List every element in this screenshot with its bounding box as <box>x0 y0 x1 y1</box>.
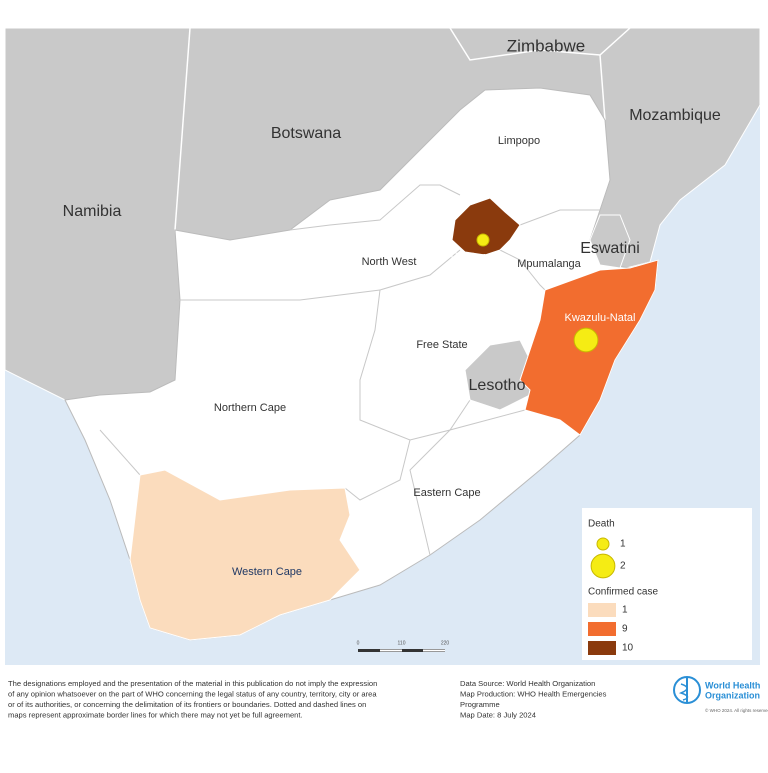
country-shape <box>589 214 631 269</box>
disclaimer-line: maps represent approximate border lines … <box>8 711 303 720</box>
legend-swatch <box>588 641 616 655</box>
province-label: Northern Cape <box>214 402 286 414</box>
country-label: Mozambique <box>629 107 721 124</box>
legend-label: 2 <box>620 561 626 572</box>
province-label: North West <box>362 256 417 268</box>
province-label: Eastern Cape <box>413 487 480 499</box>
legend-label: 1 <box>620 539 626 550</box>
legend-death <box>590 553 616 579</box>
scale-label: 220 <box>441 640 450 646</box>
logo-text: Organization <box>705 690 760 700</box>
logo-text: World Health <box>705 680 760 690</box>
source-line: Map Production: WHO Health Emergencies <box>460 690 607 699</box>
labels: Zimbabwe Botswana Mozambique Namibia Eswatin… <box>63 36 721 577</box>
disclaimer-line: of any opinion whatsoever on the part of… <box>8 690 377 699</box>
source-line: Map Date: 8 July 2024 <box>460 711 536 720</box>
legend-box <box>582 508 752 660</box>
country-label: Lesotho <box>469 377 526 394</box>
disclaimer-line: The designations employed and the presen… <box>8 679 377 688</box>
scale-label: 110 <box>398 640 406 646</box>
province-label: Western Cape <box>232 566 302 578</box>
legend-label: 9 <box>622 624 628 635</box>
legend-death <box>596 537 610 551</box>
death-marker <box>476 233 490 247</box>
death-marker <box>573 327 599 353</box>
country-label: Namibia <box>63 203 122 220</box>
copyright: © WHO 2024. All rights reserved. <box>705 707 768 713</box>
source-line: Data Source: World Health Organization <box>460 679 595 688</box>
country-label: Zimbabwe <box>507 36 585 55</box>
scale-bar <box>380 649 402 652</box>
country-label: Eswatini <box>580 240 640 257</box>
legend-swatch <box>588 622 616 636</box>
source-line: Programme <box>460 700 500 709</box>
legend-title: Confirmed case <box>588 587 658 598</box>
country-label: Botswana <box>271 125 341 142</box>
province-shape <box>451 197 521 256</box>
legend-label: 10 <box>622 643 634 654</box>
who-logo <box>673 676 701 704</box>
scale-bar <box>423 649 445 652</box>
province-shape <box>129 469 361 641</box>
legend-swatch <box>588 603 616 617</box>
province-label: Gauteng <box>451 251 493 263</box>
legend-label: 1 <box>622 605 628 616</box>
legend-title: Death <box>588 519 615 530</box>
province-label: Mpumalanga <box>517 258 581 270</box>
province-label: Limpopo <box>498 135 540 147</box>
province-label: Free State <box>416 339 467 351</box>
province-label: Kwazulu-Natal <box>565 312 636 324</box>
disclaimer-line: or of its authorities, or concerning the… <box>8 700 366 709</box>
scale-label: 0 <box>357 640 360 646</box>
province-borders <box>99 184 600 556</box>
